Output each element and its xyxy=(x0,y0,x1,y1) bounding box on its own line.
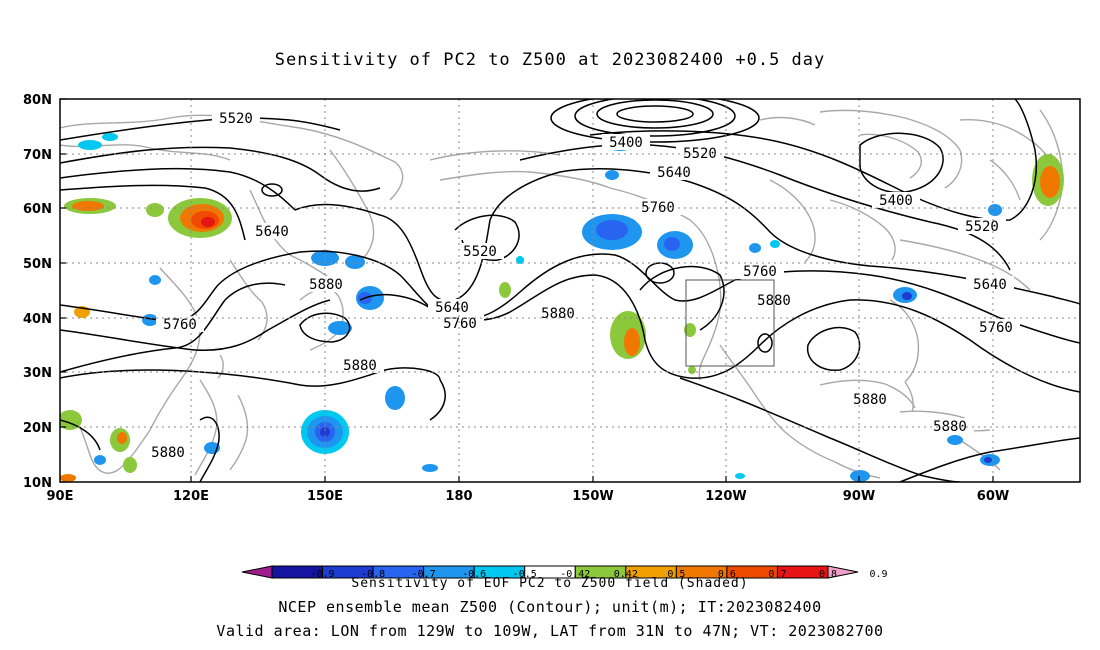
colorbar-tick-label: -0.8 xyxy=(361,569,385,580)
contour-label: 5520 xyxy=(965,219,999,235)
contour-label: 5880 xyxy=(151,445,185,461)
lon-label: 150W xyxy=(572,489,613,504)
colorbar-tick-label: 0.42 xyxy=(614,569,638,580)
lon-label: 90W xyxy=(843,489,875,504)
colorbar-tick-label: -0.7 xyxy=(412,569,436,580)
lon-label: 180 xyxy=(445,489,472,504)
contour-label: 5400 xyxy=(879,193,913,209)
colorbar-caption: Sensitivity of EOF PC2 to Z500 field (Sh… xyxy=(351,576,749,591)
lat-label: 50N xyxy=(23,257,52,272)
contour-label: 5760 xyxy=(641,200,675,216)
lat-label: 10N xyxy=(23,476,52,491)
lon-label: 120E xyxy=(173,489,209,504)
lon-label: 60W xyxy=(977,489,1009,504)
contour-label: 5880 xyxy=(309,277,343,293)
contour-label: 5880 xyxy=(853,392,887,408)
contour-label: 5640 xyxy=(435,300,469,316)
colorbar-tick-label: -0.6 xyxy=(462,569,486,580)
figure-title: Sensitivity of PC2 to Z500 at 2023082400… xyxy=(274,50,826,70)
contour-label: 5880 xyxy=(0,0,17,4)
lat-label: 80N xyxy=(23,93,52,108)
map-frame xyxy=(59,98,1081,483)
contour-label: 5760 xyxy=(743,264,777,280)
colorbar-tick-label: 0.6 xyxy=(718,569,736,580)
caption-line-2: Valid area: LON from 129W to 109W, LAT f… xyxy=(216,622,884,640)
colorbar-tick-label: -0.5 xyxy=(513,569,537,580)
axis-ticks xyxy=(60,98,994,483)
contour-label: 5880 xyxy=(541,306,575,322)
colorbar-tick-label: -0.42 xyxy=(560,569,590,580)
valid-area-box xyxy=(685,279,775,367)
lon-label: 120W xyxy=(705,489,746,504)
contour-label: 5520 xyxy=(683,146,717,162)
contour-label: 5640 xyxy=(973,277,1007,293)
colorbar-tick-label: 0.9 xyxy=(870,569,888,580)
lat-label: 40N xyxy=(23,312,52,327)
colorbar-tick-label: -0.9 xyxy=(310,569,334,580)
colorbar-tick-label: 0.7 xyxy=(768,569,786,580)
map-area: 5520 5640 5400 5520 5640 5760 5400 5520 … xyxy=(0,0,1080,482)
colorbar: -0.9 -0.8 -0.7 -0.6 -0.5 -0.42 0.42 0.5 0.6 0.7 0.… xyxy=(241,565,888,580)
z500-contours xyxy=(60,99,1080,482)
contour-label: 5640 xyxy=(255,224,289,240)
grid-lines xyxy=(60,99,1080,482)
contour-label: 5640 xyxy=(657,165,691,181)
lon-label: 150E xyxy=(307,489,343,504)
lat-label: 20N xyxy=(23,421,52,436)
coastlines xyxy=(60,109,1064,479)
contour-label: 5520 xyxy=(219,111,253,127)
colorbar-end-high xyxy=(827,565,859,579)
contour-label: 5760 xyxy=(163,317,197,333)
sensitivity-shading xyxy=(60,133,1064,482)
lat-label: 30N xyxy=(23,366,52,381)
lon-label: 90E xyxy=(47,489,74,504)
colorbar-tick-label: 0.8 xyxy=(819,569,837,580)
latitude-labels: 80N 70N 60N 50N 40N 30N 20N 10N xyxy=(23,93,52,491)
contour-label: 5760 xyxy=(443,316,477,332)
caption-line-1: NCEP ensemble mean Z500 (Contour); unit(… xyxy=(278,598,822,616)
contour-label: 5880 xyxy=(343,358,377,374)
contour-label: 5640 xyxy=(0,0,17,4)
lat-label: 60N xyxy=(23,202,52,217)
lat-label: 70N xyxy=(23,148,52,163)
contour-label: 5400 xyxy=(609,135,643,151)
colorbar-tick-label: 0.5 xyxy=(667,569,685,580)
contour-labels: 5520 5640 5400 5520 5640 5760 5400 5520 … xyxy=(0,0,1013,461)
contour-label: 5760 xyxy=(979,320,1013,336)
contour-label: 5520 xyxy=(463,244,497,260)
longitude-labels: 90E 120E 150E 180 150W 120W 90W 60W xyxy=(47,489,1010,504)
